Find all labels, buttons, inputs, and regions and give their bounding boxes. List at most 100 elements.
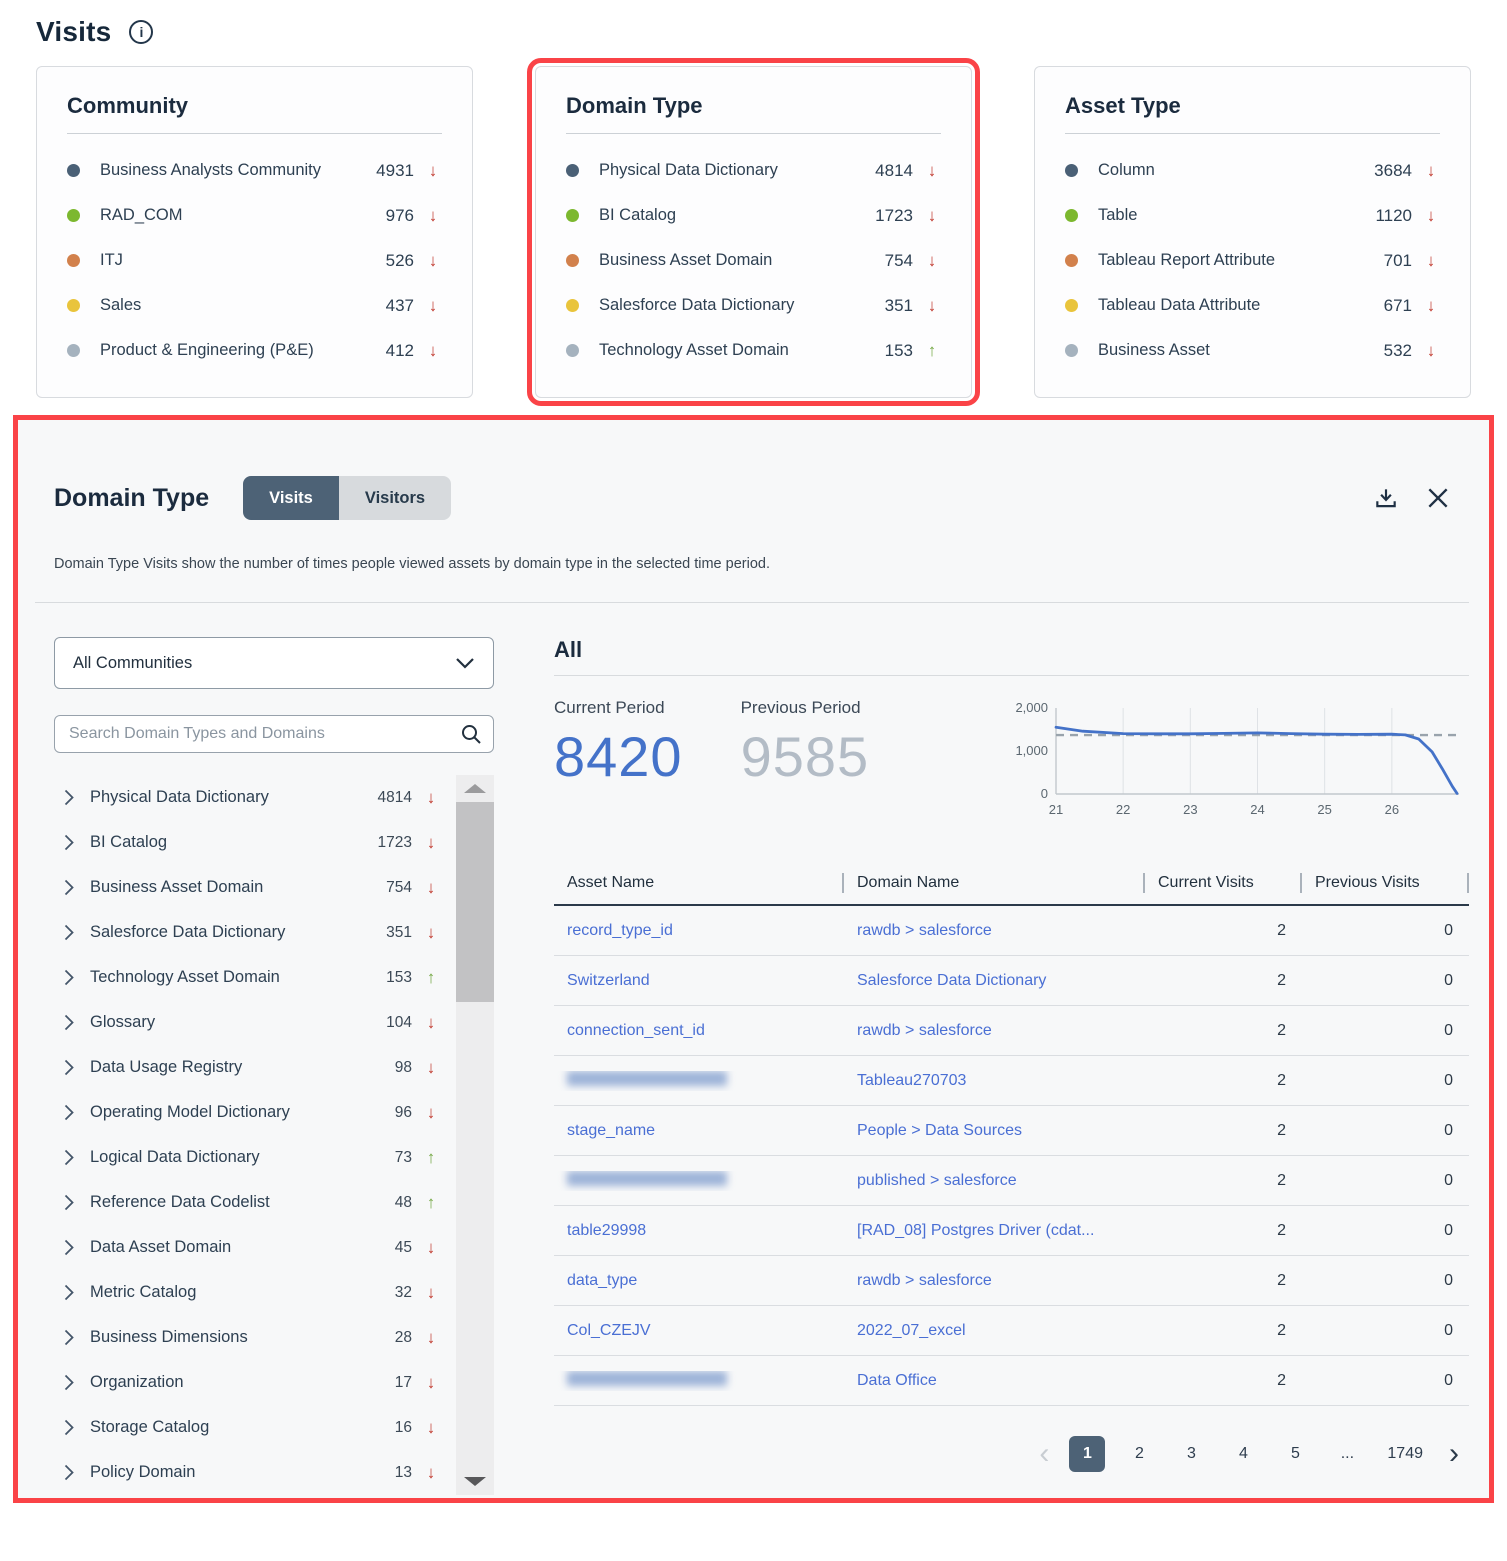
domain-type-row[interactable]: Physical Data Dictionary 4814 (54, 775, 494, 820)
scrollbar-thumb[interactable] (456, 802, 494, 1002)
page-button[interactable]: 5 (1277, 1436, 1313, 1472)
list-item[interactable]: Technology Asset Domain 153 (566, 328, 941, 373)
svg-text:2,000: 2,000 (1015, 700, 1048, 715)
chevron-right-icon[interactable] (64, 834, 74, 851)
list-item[interactable]: Salesforce Data Dictionary 351 (566, 283, 941, 328)
close-button[interactable] (1425, 485, 1451, 511)
domain-type-row[interactable]: Business Asset Domain 754 (54, 865, 494, 910)
prev-page-button[interactable]: ‹ (1035, 1439, 1053, 1469)
list-item[interactable]: RAD_COM 976 (67, 193, 442, 238)
column-header-previous-visits[interactable]: Previous Visits (1315, 874, 1420, 891)
chevron-right-icon[interactable] (64, 1374, 74, 1391)
domain-link[interactable]: rawdb > salesforce (857, 921, 992, 939)
chevron-right-icon[interactable] (64, 1464, 74, 1481)
asset-link[interactable] (567, 1170, 727, 1186)
domain-link[interactable]: 2022_07_excel (857, 1321, 966, 1339)
domain-type-row[interactable]: Reference Data Codelist 48 (54, 1180, 494, 1225)
domain-type-row[interactable]: Glossary 104 (54, 1000, 494, 1045)
chevron-right-icon[interactable] (64, 789, 74, 806)
asset-link[interactable] (567, 1370, 727, 1386)
search-input[interactable] (69, 725, 459, 743)
next-page-button[interactable]: › (1445, 1439, 1463, 1469)
domain-link[interactable]: [RAD_08] Postgres Driver (cdat... (857, 1221, 1095, 1239)
page-button[interactable]: 2 (1121, 1436, 1157, 1472)
domain-type-label: Glossary (90, 1013, 156, 1031)
list-item[interactable]: Table 1120 (1065, 193, 1440, 238)
domain-link[interactable]: rawdb > salesforce (857, 1021, 992, 1039)
info-icon[interactable]: i (129, 20, 154, 44)
asset-link[interactable]: connection_sent_id (567, 1021, 705, 1039)
domain-name-cell: Data Office (844, 1372, 1147, 1390)
page-button[interactable]: ... (1329, 1436, 1365, 1472)
page-button[interactable]: 1 (1069, 1436, 1106, 1472)
list-item[interactable]: Sales 437 (67, 283, 442, 328)
domain-type-row[interactable]: Organization 17 (54, 1360, 494, 1405)
domain-link[interactable]: rawdb > salesforce (857, 1271, 992, 1289)
list-item[interactable]: Product & Engineering (P&E) 412 (67, 328, 442, 373)
asset-link[interactable]: Switzerland (567, 971, 650, 989)
chevron-right-icon[interactable] (64, 969, 74, 986)
domain-type-row[interactable]: Logical Data Dictionary 73 (54, 1135, 494, 1180)
page-button[interactable]: 4 (1225, 1436, 1261, 1472)
list-item[interactable]: BI Catalog 1723 (566, 193, 941, 238)
asset-link[interactable]: record_type_id (567, 921, 673, 939)
list-item[interactable]: Physical Data Dictionary 4814 (566, 148, 941, 193)
asset-link[interactable]: table29998 (567, 1221, 647, 1239)
list-item[interactable]: ITJ 526 (67, 238, 442, 283)
tab-visits[interactable]: Visits (243, 476, 339, 520)
domain-type-row[interactable]: Operating Model Dictionary 96 (54, 1090, 494, 1135)
svg-text:1,000: 1,000 (1015, 743, 1048, 758)
domain-link[interactable]: Salesforce Data Dictionary (857, 971, 1047, 989)
asset-link[interactable]: data_type (567, 1271, 638, 1289)
list-item[interactable]: Tableau Data Attribute 671 (1065, 283, 1440, 328)
scrollbar[interactable] (456, 775, 494, 1495)
community-filter-dropdown[interactable]: All Communities (54, 637, 494, 689)
scroll-down-arrow-icon[interactable] (464, 1477, 486, 1486)
column-header-current-visits[interactable]: Current Visits (1158, 874, 1254, 891)
chevron-right-icon[interactable] (64, 1194, 74, 1211)
domain-type-row[interactable]: Data Usage Registry 98 (54, 1045, 494, 1090)
domain-type-row[interactable]: Data Asset Domain 45 (54, 1225, 494, 1270)
domain-link[interactable]: published > salesforce (857, 1171, 1017, 1189)
column-header-asset-name[interactable]: Asset Name (567, 874, 655, 891)
chevron-right-icon[interactable] (64, 879, 74, 896)
tab-visitors[interactable]: Visitors (338, 476, 452, 520)
legend-dot-icon (67, 164, 80, 177)
asset-name-cell: table29998 (554, 1222, 844, 1240)
domain-type-row[interactable]: Policy Domain 13 (54, 1450, 494, 1495)
list-item[interactable]: Tableau Report Attribute 701 (1065, 238, 1440, 283)
asset-name-cell: stage_name (554, 1122, 844, 1140)
list-item[interactable]: Business Asset 532 (1065, 328, 1440, 373)
legend-dot-icon (67, 344, 80, 357)
chevron-right-icon[interactable] (64, 924, 74, 941)
page-button[interactable]: 3 (1173, 1436, 1209, 1472)
asset-link[interactable]: Col_CZEJV (567, 1321, 651, 1339)
chevron-right-icon[interactable] (64, 1419, 74, 1436)
domain-type-row[interactable]: Technology Asset Domain 153 (54, 955, 494, 1000)
chevron-right-icon[interactable] (64, 1059, 74, 1076)
domain-link[interactable]: Tableau270703 (857, 1071, 967, 1089)
domain-type-row[interactable]: Storage Catalog 16 (54, 1405, 494, 1450)
chevron-right-icon[interactable] (64, 1239, 74, 1256)
domain-type-row[interactable]: Salesforce Data Dictionary 351 (54, 910, 494, 955)
domain-type-row[interactable]: Business Dimensions 28 (54, 1315, 494, 1360)
list-item[interactable]: Column 3684 (1065, 148, 1440, 193)
asset-link[interactable] (567, 1070, 727, 1086)
domain-type-row[interactable]: Metric Catalog 32 (54, 1270, 494, 1315)
list-item[interactable]: Business Analysts Community 4931 (67, 148, 442, 193)
domain-type-row[interactable]: BI Catalog 1723 (54, 820, 494, 865)
list-item[interactable]: Business Asset Domain 754 (566, 238, 941, 283)
chevron-right-icon[interactable] (64, 1329, 74, 1346)
chevron-right-icon[interactable] (64, 1149, 74, 1166)
column-header-domain-name[interactable]: Domain Name (857, 874, 960, 891)
domain-name-cell: rawdb > salesforce (844, 922, 1147, 940)
chevron-right-icon[interactable] (64, 1284, 74, 1301)
chevron-right-icon[interactable] (64, 1014, 74, 1031)
domain-link[interactable]: Data Office (857, 1371, 937, 1389)
chevron-right-icon[interactable] (64, 1104, 74, 1121)
scroll-up-arrow-icon[interactable] (464, 784, 486, 793)
domain-link[interactable]: People > Data Sources (857, 1121, 1022, 1139)
download-button[interactable] (1373, 485, 1399, 511)
page-button[interactable]: 1749 (1381, 1436, 1429, 1472)
asset-link[interactable]: stage_name (567, 1121, 656, 1139)
